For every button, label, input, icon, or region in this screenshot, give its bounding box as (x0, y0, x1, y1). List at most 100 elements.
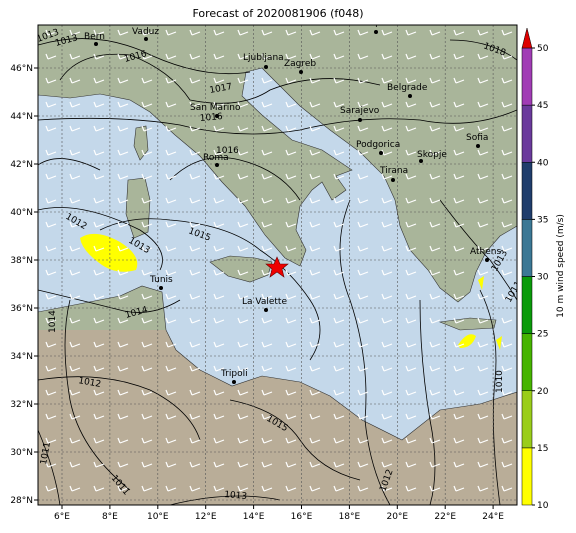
wind-barb (189, 269, 201, 276)
wind-barb (237, 365, 249, 372)
city-dot (485, 258, 489, 262)
wind-barb (165, 29, 177, 36)
lat-tick-label: 34°N (10, 352, 33, 362)
wind-barb (309, 389, 321, 396)
wind-barb (141, 197, 153, 204)
wind-barb (405, 101, 417, 108)
wind-barb (429, 101, 441, 108)
wind-barb (405, 53, 417, 60)
wind-barb (213, 149, 225, 156)
wind-barb (309, 125, 321, 132)
wind-barb (69, 389, 81, 396)
wind-barb (45, 437, 57, 444)
wind-barb (189, 365, 201, 372)
wind-barb (453, 173, 465, 180)
wind-barb (285, 293, 297, 300)
wind-barb (405, 77, 417, 84)
wind-barb (501, 101, 513, 108)
wind-barb (213, 29, 225, 36)
graticule (38, 25, 517, 505)
wind-barb (213, 293, 225, 300)
wind-barb (453, 389, 465, 396)
wind-barb (69, 317, 81, 324)
colorbar-tick-label: 30 (537, 273, 549, 283)
city-label: Roma (203, 153, 229, 163)
wind-barb (69, 269, 81, 276)
wind-barb (453, 437, 465, 444)
city-dot (374, 30, 378, 34)
wind-barb (453, 317, 465, 324)
wind-barb (189, 341, 201, 348)
wind-barb (45, 269, 57, 276)
wind-barb (357, 341, 369, 348)
wind-barb (381, 197, 393, 204)
wind-barb (93, 389, 105, 396)
wind-barb (213, 77, 225, 84)
wind-barb (357, 125, 369, 132)
colorbar-label: 10 m wind speed (m/s) (556, 214, 566, 318)
wind-barb (501, 365, 513, 372)
wind-barb (285, 461, 297, 468)
lat-tick-label: 46°N (10, 64, 33, 74)
wind-barb (261, 413, 273, 420)
lon-tick-label: 8°E (102, 512, 118, 522)
wind-barb (165, 173, 177, 180)
wind-barbs (45, 29, 513, 492)
wind-barb (261, 77, 273, 84)
wind-barb (237, 413, 249, 420)
wind-barb (45, 365, 57, 372)
wind-barb (429, 245, 441, 252)
wind-barb (45, 245, 57, 252)
wind-barb (477, 437, 489, 444)
wind-barb (189, 149, 201, 156)
wind-barb (69, 245, 81, 252)
wind-barb (261, 365, 273, 372)
wind-barb (501, 245, 513, 252)
wind-barb (477, 485, 489, 492)
wind-barb (117, 245, 129, 252)
wind-barb (381, 245, 393, 252)
wind-barb (309, 77, 321, 84)
wind-barb (69, 413, 81, 420)
city-dot (159, 286, 163, 290)
wind-barb (237, 101, 249, 108)
wind-barb (237, 269, 249, 276)
wind-barb (501, 221, 513, 228)
wind-barb (213, 269, 225, 276)
wind-barb (357, 317, 369, 324)
wind-barb (93, 413, 105, 420)
wind-barb (381, 437, 393, 444)
wind-barb (429, 341, 441, 348)
wind-barb (333, 293, 345, 300)
colorbar-tick-label: 25 (537, 330, 548, 340)
wind-barb (117, 293, 129, 300)
wind-barb (477, 125, 489, 132)
wind-barb (165, 53, 177, 60)
colorbar-segment (521, 447, 533, 506)
wind-barb (309, 101, 321, 108)
wind-barb (189, 221, 201, 228)
wind-barb (69, 437, 81, 444)
wind-barb (45, 125, 57, 132)
wind-barb (117, 149, 129, 156)
wind-barb (285, 437, 297, 444)
wind-barb (429, 53, 441, 60)
wind-barb (477, 317, 489, 324)
wind-barb (189, 317, 201, 324)
wind-barb (285, 221, 297, 228)
lat-tick-label: 38°N (10, 256, 33, 266)
wind-barb (189, 293, 201, 300)
wind-barb (261, 53, 273, 60)
city-label: Skopje (417, 150, 447, 160)
wind-barb (285, 173, 297, 180)
wind-barb (357, 485, 369, 492)
colorbar-tick-label: 40 (537, 158, 549, 168)
colorbar-tick-label: 45 (537, 101, 548, 111)
wind-barb (477, 389, 489, 396)
city-label: Tirana (379, 166, 408, 176)
lat-tick-label: 44°N (10, 112, 33, 122)
wind-barb (333, 197, 345, 204)
wind-barb (165, 245, 177, 252)
wind-barb (141, 485, 153, 492)
